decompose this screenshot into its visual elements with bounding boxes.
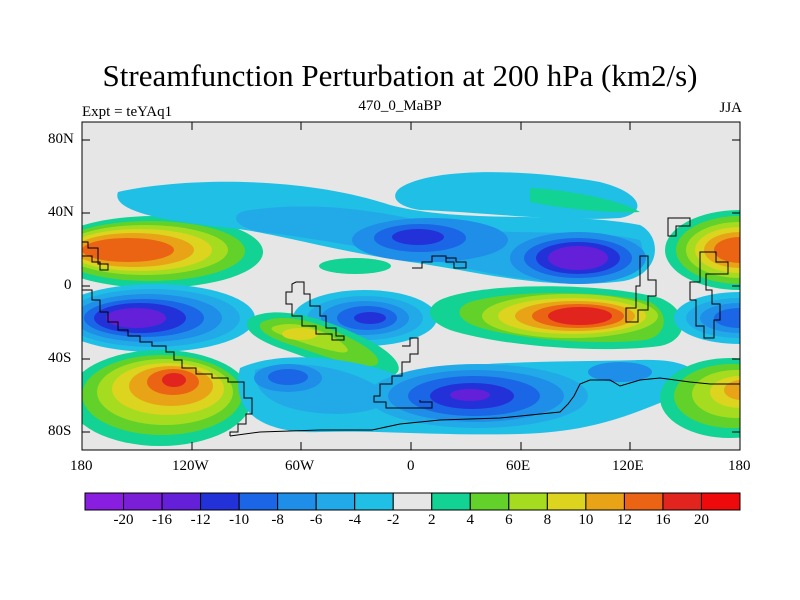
period-label: 470_0_MaBP <box>358 98 442 114</box>
positive-region-sw <box>82 350 252 446</box>
colorbar-label: -4 <box>348 512 361 528</box>
colorbar-swatch <box>623 492 664 511</box>
coastline-central-america <box>82 289 253 436</box>
negative-band-south <box>238 357 697 435</box>
colorbar-swatch <box>277 492 317 511</box>
coastline-europe-africa <box>373 337 433 409</box>
colorbar-swatch <box>354 492 394 511</box>
colorbar-swatch <box>700 492 741 511</box>
colorbar-label: -6 <box>309 512 323 528</box>
x-label-180e: 180 <box>728 458 751 474</box>
coastline-asia <box>412 255 467 269</box>
colorbar-swatch <box>431 492 471 511</box>
coastline-southern-ocean <box>229 377 740 437</box>
colorbar-swatch <box>508 492 548 511</box>
colorbar-swatch <box>84 492 125 511</box>
colorbar-label: -16 <box>152 512 173 528</box>
coastline-north-america-west <box>82 241 109 271</box>
coastlines <box>82 217 740 437</box>
colorbar-label: -20 <box>113 512 134 528</box>
y-label-40s: 40S <box>48 350 72 366</box>
colorbar-label: 4 <box>466 512 475 528</box>
positive-region-indian-ocean <box>429 286 683 350</box>
colorbar-label: -12 <box>190 512 211 528</box>
experiment-label: Expt = teYAq1 <box>82 104 173 120</box>
x-axis-ticks <box>81 122 741 450</box>
colorbar-label: 10 <box>578 512 594 528</box>
x-label-60e: 60E <box>506 458 531 474</box>
colorbar-label: -10 <box>229 512 250 528</box>
colorbar-swatch <box>200 492 240 511</box>
colorbar-swatch <box>469 492 510 511</box>
colorbar-label: 2 <box>428 512 436 528</box>
colorbar-swatch <box>238 492 279 511</box>
colorbar-label: 16 <box>655 512 671 528</box>
positive-region-se <box>660 358 740 438</box>
y-label-80n: 80N <box>48 131 74 147</box>
negative-band-north <box>117 181 655 284</box>
colorbar-swatch <box>662 492 702 511</box>
positive-region-nw <box>82 216 263 288</box>
coastline-maritime-continent <box>625 255 657 323</box>
colorbar <box>84 492 741 511</box>
coastline-south-america <box>285 281 345 341</box>
contour-fill-layer <box>82 172 740 446</box>
y-label-80s: 80S <box>48 423 72 439</box>
x-label-120e: 120E <box>612 458 644 474</box>
colorbar-label: 8 <box>543 512 552 528</box>
x-label-180w: 180 <box>70 458 93 474</box>
positive-region-south-america <box>246 312 399 377</box>
colorbar-label: 12 <box>616 512 632 528</box>
colorbar-swatch <box>585 492 625 511</box>
positive-spot-atlantic <box>319 258 391 274</box>
colorbar-swatch <box>315 492 356 511</box>
coastline-australia <box>689 251 729 339</box>
x-label-120w: 120W <box>172 458 209 474</box>
x-label-0: 0 <box>407 458 415 474</box>
colorbar-label: 6 <box>505 512 513 528</box>
arc-region-ne <box>395 172 640 219</box>
y-axis-ticks <box>82 139 740 433</box>
y-label-40n: 40N <box>48 204 74 220</box>
season-label: JJA <box>719 100 742 116</box>
y-label-equator: 0 <box>64 277 72 293</box>
map-title: Streamfunction Perturbation at 200 hPa (… <box>102 58 698 93</box>
colorbar-swatch <box>161 492 202 511</box>
negative-region-tropical-west <box>82 284 255 352</box>
colorbar-swatch <box>392 492 433 511</box>
coastline-east-asia <box>667 217 691 237</box>
colorbar-swatch <box>123 492 163 511</box>
colorbar-label: 20 <box>693 512 709 528</box>
colorbar-label: -8 <box>271 512 284 528</box>
colorbar-swatch <box>546 492 587 511</box>
positive-region-ne <box>665 210 740 290</box>
colorbar-label: -2 <box>386 512 400 528</box>
x-label-60w: 60W <box>285 458 315 474</box>
